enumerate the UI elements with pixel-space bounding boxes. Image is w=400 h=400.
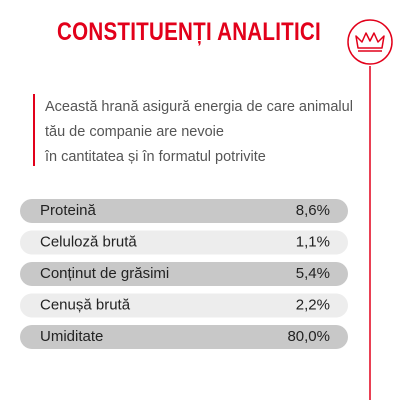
row-background — [20, 262, 348, 286]
title: CONSTITUENȚI ANALITICI — [57, 18, 321, 46]
row-value: 8,6% — [296, 202, 330, 219]
description-line: în cantitatea și în formatul potrivite — [44, 149, 266, 165]
row-background — [20, 199, 348, 223]
description-line: Această hrană asigură energia de care an… — [45, 99, 353, 115]
logo — [347, 19, 393, 65]
row-value: 1,1% — [296, 233, 330, 250]
row-value: 2,2% — [296, 296, 330, 313]
row-label: Conținut de grăsimi — [40, 265, 169, 282]
row-label: Cenușă brută — [40, 296, 131, 313]
row-background — [20, 230, 348, 255]
row-background — [20, 325, 348, 349]
row-value: 5,4% — [296, 265, 330, 282]
row-label: Umiditate — [40, 328, 103, 345]
row-background — [20, 293, 348, 318]
description-line: tău de companie are nevoie — [45, 124, 224, 140]
row-label: Proteină — [40, 202, 97, 219]
row-value: 80,0% — [287, 328, 330, 345]
row-label: Celuloză brută — [40, 233, 137, 250]
